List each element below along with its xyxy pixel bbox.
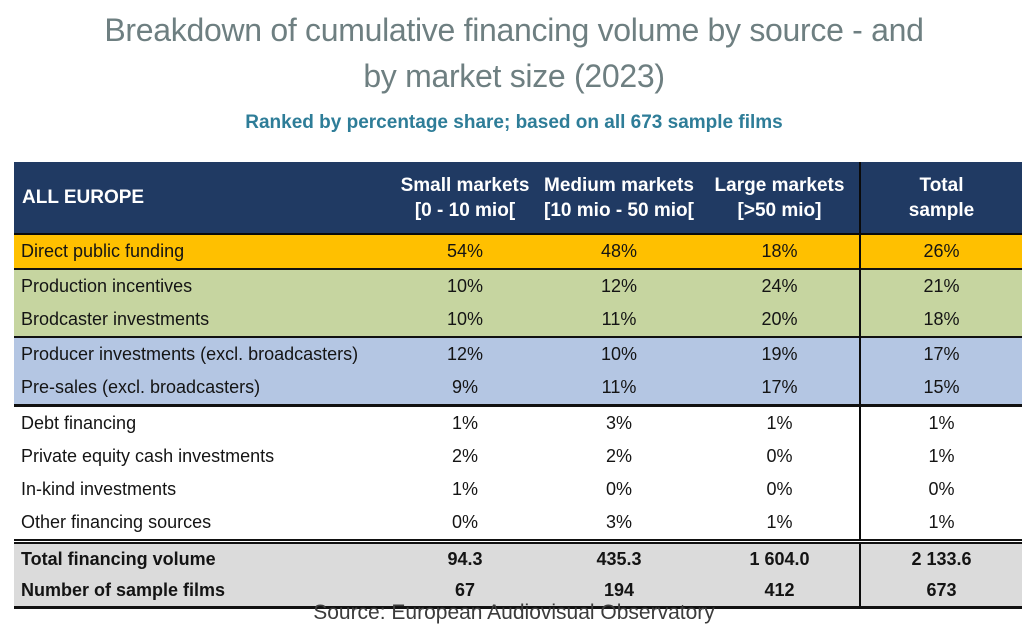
- cell-value: 0%: [700, 473, 860, 506]
- column-header: Small markets [0 - 10 mio[: [392, 162, 538, 235]
- table-row: Other financing sources 0% 3% 1% 1%: [14, 506, 1022, 542]
- table-row: Production incentives 10% 12% 24% 21%: [14, 268, 1022, 303]
- table-row: Direct public funding 54% 48% 18% 26%: [14, 234, 1022, 269]
- cell-value: 1%: [700, 506, 860, 542]
- column-header: Total sample: [859, 162, 1022, 235]
- table-row: Brodcaster investments 10% 11% 20% 18%: [14, 303, 1022, 337]
- row-label: Private equity cash investments: [14, 440, 392, 473]
- cell-value: 15%: [859, 371, 1022, 406]
- figure-title: Breakdown of cumulative financing volume…: [0, 7, 1028, 99]
- row-label: Pre-sales (excl. broadcasters): [14, 371, 392, 406]
- cell-value: 2%: [392, 440, 538, 473]
- cell-value: 11%: [538, 371, 700, 406]
- column-header-line1: Total: [919, 174, 964, 196]
- cell-value: 19%: [700, 336, 860, 371]
- cell-value: 94.3: [392, 539, 538, 575]
- row-label: Direct public funding: [14, 234, 392, 269]
- column-header-line1: Small markets: [400, 174, 530, 196]
- row-label: Brodcaster investments: [14, 303, 392, 337]
- cell-value: 21%: [859, 268, 1022, 303]
- table-header-row: ALL EUROPE Small markets [0 - 10 mio[ Medi…: [14, 162, 1022, 235]
- column-header-line2: [0 - 10 mio[: [414, 199, 516, 221]
- cell-value: 0%: [859, 473, 1022, 506]
- corner-header: ALL EUROPE: [14, 162, 392, 235]
- financing-table-wrapper: ALL EUROPE Small markets [0 - 10 mio[ Medi…: [14, 162, 1022, 609]
- table-row: Debt financing 1% 3% 1% 1%: [14, 404, 1022, 440]
- cell-value: 194: [538, 575, 700, 609]
- source-line: Source: European Audiovisual Observatory: [313, 601, 715, 624]
- figure-subtitle: Ranked by percentage share; based on all…: [245, 112, 783, 133]
- cell-value: 435.3: [538, 539, 700, 575]
- cell-value: 18%: [700, 234, 860, 269]
- cell-value: 17%: [859, 336, 1022, 371]
- table-row: Private equity cash investments 2% 2% 0% 1%: [14, 440, 1022, 473]
- table-row: Number of sample films 67 194 412 673: [14, 575, 1022, 609]
- column-header-line2: sample: [908, 199, 975, 221]
- cell-value: 0%: [392, 506, 538, 542]
- cell-value: 26%: [859, 234, 1022, 269]
- cell-value: 10%: [538, 336, 700, 371]
- cell-value: 12%: [538, 268, 700, 303]
- table-row: Total financing volume 94.3 435.3 1 604.0 2 …: [14, 539, 1022, 575]
- column-header-line2: [10 mio - 50 mio[: [544, 199, 694, 221]
- cell-value: 412: [700, 575, 860, 609]
- row-label: Debt financing: [14, 404, 392, 440]
- table-row: In-kind investments 1% 0% 0% 0%: [14, 473, 1022, 506]
- row-label: Other financing sources: [14, 506, 392, 542]
- cell-value: 0%: [700, 440, 860, 473]
- cell-value: 673: [859, 575, 1022, 609]
- cell-value: 10%: [392, 268, 538, 303]
- cell-value: 12%: [392, 336, 538, 371]
- cell-value: 1%: [700, 404, 860, 440]
- figure-title-line1: Breakdown of cumulative financing volume…: [104, 12, 924, 48]
- cell-value: 2%: [538, 440, 700, 473]
- cell-value: 1%: [392, 473, 538, 506]
- column-header-line1: Large markets: [714, 174, 845, 196]
- row-label: Total financing volume: [14, 539, 392, 575]
- table-row: Pre-sales (excl. broadcasters) 9% 11% 17% 15…: [14, 371, 1022, 406]
- cell-value: 24%: [700, 268, 860, 303]
- cell-value: 17%: [700, 371, 860, 406]
- cell-value: 10%: [392, 303, 538, 337]
- cell-value: 11%: [538, 303, 700, 337]
- cell-value: 9%: [392, 371, 538, 406]
- row-label: In-kind investments: [14, 473, 392, 506]
- cell-value: 67: [392, 575, 538, 609]
- column-header-line1: Medium markets: [544, 174, 694, 196]
- cell-value: 1%: [859, 404, 1022, 440]
- cell-value: 54%: [392, 234, 538, 269]
- column-header-line2: [>50 mio]: [737, 199, 822, 221]
- cell-value: 20%: [700, 303, 860, 337]
- row-label: Production incentives: [14, 268, 392, 303]
- cell-value: 1%: [859, 506, 1022, 542]
- cell-value: 3%: [538, 404, 700, 440]
- cell-value: 0%: [538, 473, 700, 506]
- cell-value: 18%: [859, 303, 1022, 337]
- row-label: Number of sample films: [14, 575, 392, 609]
- table-row: Producer investments (excl. broadcasters…: [14, 336, 1022, 371]
- cell-value: 1%: [392, 404, 538, 440]
- table-body: Direct public funding 54% 48% 18% 26% Product…: [14, 234, 1022, 609]
- row-label: Producer investments (excl. broadcasters…: [14, 336, 392, 371]
- cell-value: 1 604.0: [700, 539, 860, 575]
- cell-value: 3%: [538, 506, 700, 542]
- cell-value: 1%: [859, 440, 1022, 473]
- column-header: Medium markets [10 mio - 50 mio[: [538, 162, 700, 235]
- column-header: Large markets [>50 mio]: [700, 162, 860, 235]
- financing-table: ALL EUROPE Small markets [0 - 10 mio[ Medi…: [14, 162, 1022, 609]
- cell-value: 48%: [538, 234, 700, 269]
- cell-value: 2 133.6: [859, 539, 1022, 575]
- figure-title-line2: by market size (2023): [363, 58, 665, 94]
